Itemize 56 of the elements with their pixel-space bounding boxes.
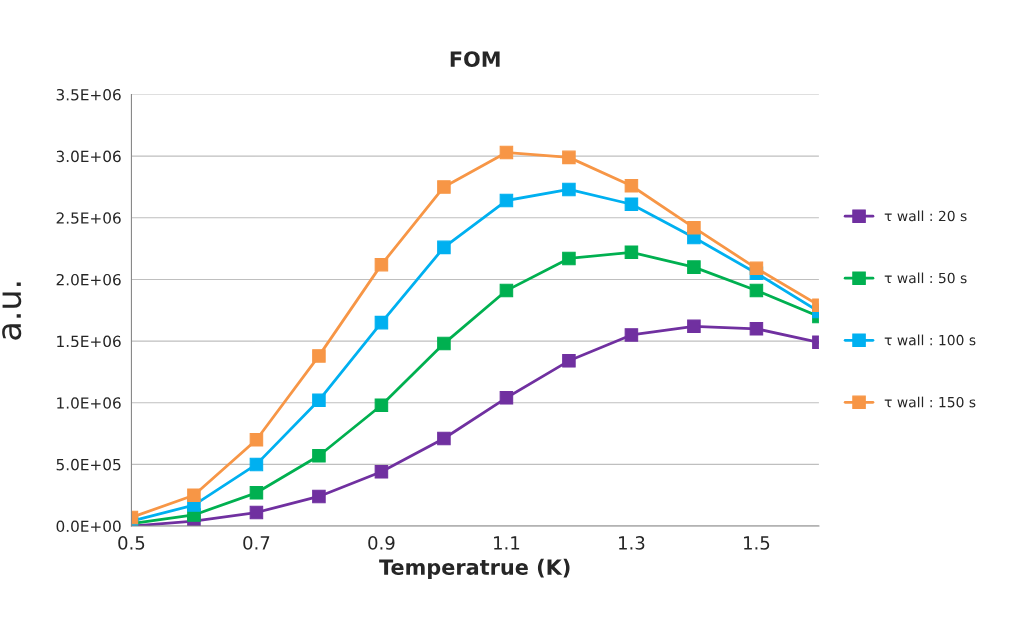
point	[687, 220, 701, 235]
x-axis-title: Temperatrue (K)	[379, 558, 570, 579]
point	[499, 145, 514, 160]
point	[624, 197, 639, 212]
x-tick-label: 0.9	[368, 536, 395, 550]
y-tick-label: 1.5E+06	[57, 335, 121, 348]
point	[687, 319, 701, 334]
point	[687, 260, 701, 274]
point	[562, 354, 576, 368]
y-tick-label: 0.0E+00	[56, 520, 121, 533]
point	[499, 193, 514, 208]
point	[437, 240, 451, 255]
y-tick-label: 2.0E+06	[56, 273, 121, 286]
y-tick-label: 2.5E+06	[56, 212, 121, 224]
point	[374, 398, 389, 412]
y-axis-title: a.u.	[2, 282, 22, 340]
legend-label: τ wall : 20 s	[884, 210, 967, 222]
point	[562, 251, 576, 266]
point	[249, 505, 264, 520]
chart-title: FOM	[450, 51, 500, 68]
point	[437, 336, 451, 351]
point	[187, 488, 201, 502]
legend-label: τ wall : 50 s	[884, 272, 967, 284]
point	[499, 391, 514, 405]
x-tick-label: 1.3	[619, 536, 645, 550]
point	[374, 257, 389, 272]
point	[749, 261, 764, 276]
point	[562, 150, 576, 165]
point	[312, 489, 326, 504]
point	[249, 457, 264, 472]
point	[749, 283, 764, 298]
x-tick-label: 0.5	[118, 536, 145, 550]
y-tick-label: 3.0E+06	[56, 150, 121, 163]
x-tick-label: 1.5	[744, 536, 770, 550]
point	[437, 431, 451, 446]
point	[624, 178, 639, 193]
x-tick-label: 0.7	[243, 536, 270, 550]
point	[499, 283, 514, 298]
y-tick-label: 5.0E+05	[56, 458, 121, 471]
point	[749, 322, 764, 336]
point	[312, 393, 326, 408]
point	[312, 449, 326, 463]
point	[249, 485, 264, 500]
legend-label: τ wall : 100 s	[884, 334, 976, 346]
x-tick-label: 1.1	[494, 536, 520, 550]
y-tick-label: 1.0E+06	[57, 397, 121, 409]
point	[624, 245, 639, 260]
legend-label: τ wall : 150 s	[884, 396, 976, 408]
point	[437, 180, 451, 194]
y-tick-label: 3.5E+06	[56, 88, 121, 101]
point	[562, 182, 576, 197]
point	[374, 315, 389, 330]
point	[249, 432, 264, 447]
point	[624, 328, 639, 342]
point	[312, 349, 326, 363]
point	[374, 465, 389, 479]
